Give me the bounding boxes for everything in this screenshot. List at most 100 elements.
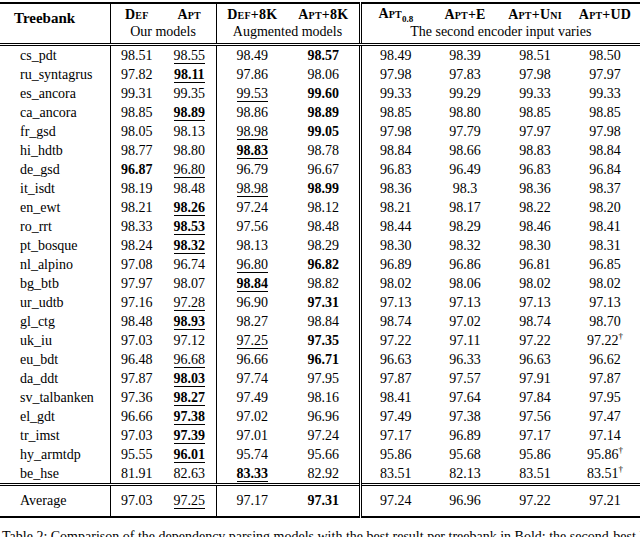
value-cell: 98.74 — [360, 312, 430, 331]
row-label: ca_ancora — [0, 103, 110, 122]
value-cell: 97.21 — [570, 484, 640, 517]
value-cell: 97.36 — [110, 388, 163, 407]
row-label: el_gdt — [0, 407, 110, 426]
value-cell: 98.49 — [360, 44, 430, 65]
value-cell: 97.97 — [570, 65, 640, 84]
row-label: bg_btb — [0, 274, 110, 293]
col-header-label: Def — [125, 7, 149, 22]
value-cell: 98.02 — [570, 274, 640, 293]
value-cell: 97.87 — [360, 369, 430, 388]
row-label: da_ddt — [0, 369, 110, 388]
col-header-apt-uni: Apt+Uni — [500, 3, 570, 24]
value-cell: 96.33 — [430, 350, 500, 369]
value-cell: 98.13 — [216, 236, 288, 255]
row-label: cs_pdt — [0, 44, 110, 65]
value-cell: 98.33 — [110, 217, 163, 236]
value-cell: 97.24 — [216, 198, 288, 217]
col-header-def8k: Def+8K — [216, 3, 288, 24]
dagger-mark: † — [619, 464, 624, 474]
value-cell: 98.85 — [570, 103, 640, 122]
value-cell: 98.55 — [163, 44, 216, 65]
col-header-apt-ud: Apt+UD — [570, 3, 640, 24]
value-cell: 97.95 — [288, 369, 360, 388]
value-cell: 97.13 — [430, 293, 500, 312]
col-header-label: Apt+Uni — [508, 7, 562, 22]
value-cell: 98.85 — [360, 103, 430, 122]
table-row: ur_udtb97.1697.2896.9097.3197.1397.1397.… — [0, 293, 640, 312]
paper-table-figure: Treebank Def Apt Def+8K Apt+8K Apt0.8 Ap… — [0, 0, 640, 554]
value-cell: 82.92 — [288, 464, 360, 485]
value-cell: 99.31 — [110, 84, 163, 103]
value-cell: 97.83 — [430, 65, 500, 84]
col-header-def: Def — [110, 3, 163, 24]
value-cell: 95.74 — [216, 445, 288, 464]
value-cell: 98.57 — [288, 44, 360, 65]
value-cell: 98.27 — [163, 388, 216, 407]
value-cell: 97.56 — [500, 407, 570, 426]
value-cell: 98.51 — [110, 44, 163, 65]
value-cell: 97.82 — [110, 65, 163, 84]
value-cell: 97.31 — [288, 484, 360, 517]
value-cell: 98.50 — [570, 44, 640, 65]
row-label: uk_iu — [0, 331, 110, 350]
value-cell: 97.84 — [500, 388, 570, 407]
group-subtitle-second-encoder: The second encoder input varies — [360, 24, 640, 45]
value-cell: 97.02 — [216, 407, 288, 426]
value-cell: 96.84 — [570, 160, 640, 179]
value-cell: 97.98 — [570, 122, 640, 141]
value-cell: 98.37 — [570, 179, 640, 198]
value-cell: 96.83 — [360, 160, 430, 179]
value-cell: 96.80 — [163, 160, 216, 179]
dagger-mark: † — [619, 331, 624, 341]
value-cell: 98.02 — [500, 274, 570, 293]
value-cell: 98.41 — [360, 388, 430, 407]
value-cell: 97.98 — [500, 65, 570, 84]
value-cell: 96.83 — [500, 160, 570, 179]
value-cell: 98.78 — [288, 141, 360, 160]
value-cell: 98.11 — [163, 65, 216, 84]
value-cell: 96.89 — [430, 426, 500, 445]
table-row: be_hse81.9182.6383.3382.9283.5182.1383.5… — [0, 464, 640, 485]
value-cell: 83.33 — [216, 464, 288, 485]
row-label: ur_udtb — [0, 293, 110, 312]
value-cell: 97.24 — [360, 484, 430, 517]
value-cell: 96.82 — [288, 255, 360, 274]
col-header-treebank: Treebank — [0, 3, 110, 44]
value-cell: 99.35 — [163, 84, 216, 103]
value-cell: 98.49 — [216, 44, 288, 65]
value-cell: 97.47 — [570, 407, 640, 426]
value-cell: 98.89 — [163, 103, 216, 122]
value-cell: 99.05 — [288, 122, 360, 141]
value-cell: 98.83 — [500, 141, 570, 160]
value-cell: 97.95 — [570, 388, 640, 407]
table-row: es_ancora99.3199.3599.5399.6099.3399.299… — [0, 84, 640, 103]
value-cell: 96.81 — [500, 255, 570, 274]
value-cell: 98.12 — [288, 198, 360, 217]
average-row-section: Average97.0397.2597.1797.3197.2496.9697.… — [0, 484, 640, 517]
value-cell: 98.48 — [163, 179, 216, 198]
col-header-label: Apt+E — [444, 7, 485, 22]
col-header-label: Apt+8K — [298, 7, 348, 22]
value-cell: 97.38 — [163, 407, 216, 426]
value-cell: 83.51 — [360, 464, 430, 485]
table-row: sv_talbanken97.3698.2797.4998.1698.4197.… — [0, 388, 640, 407]
value-cell: 97.64 — [430, 388, 500, 407]
value-cell: 81.91 — [110, 464, 163, 485]
table-row: el_gdt96.6697.3897.0296.9697.4997.3897.5… — [0, 407, 640, 426]
table-row: de_gsd96.8796.8096.7996.6796.8396.4996.8… — [0, 160, 640, 179]
value-cell: 98.70 — [570, 312, 640, 331]
col-header-label: Apt — [378, 6, 402, 21]
value-cell: 97.87 — [570, 369, 640, 388]
value-cell: 98.16 — [288, 388, 360, 407]
table-row: Average97.0397.2597.1797.3197.2496.9697.… — [0, 484, 640, 517]
value-cell: 98.31 — [570, 236, 640, 255]
value-cell: 96.49 — [430, 160, 500, 179]
value-cell: 98.74 — [500, 312, 570, 331]
row-label: ro_rrt — [0, 217, 110, 236]
table-row: nl_alpino97.0896.7496.8096.8296.8996.869… — [0, 255, 640, 274]
value-cell: 97.79 — [430, 122, 500, 141]
value-cell: 98.77 — [110, 141, 163, 160]
value-cell: 95.68 — [430, 445, 500, 464]
value-cell: 97.74 — [216, 369, 288, 388]
row-label: fr_gsd — [0, 122, 110, 141]
